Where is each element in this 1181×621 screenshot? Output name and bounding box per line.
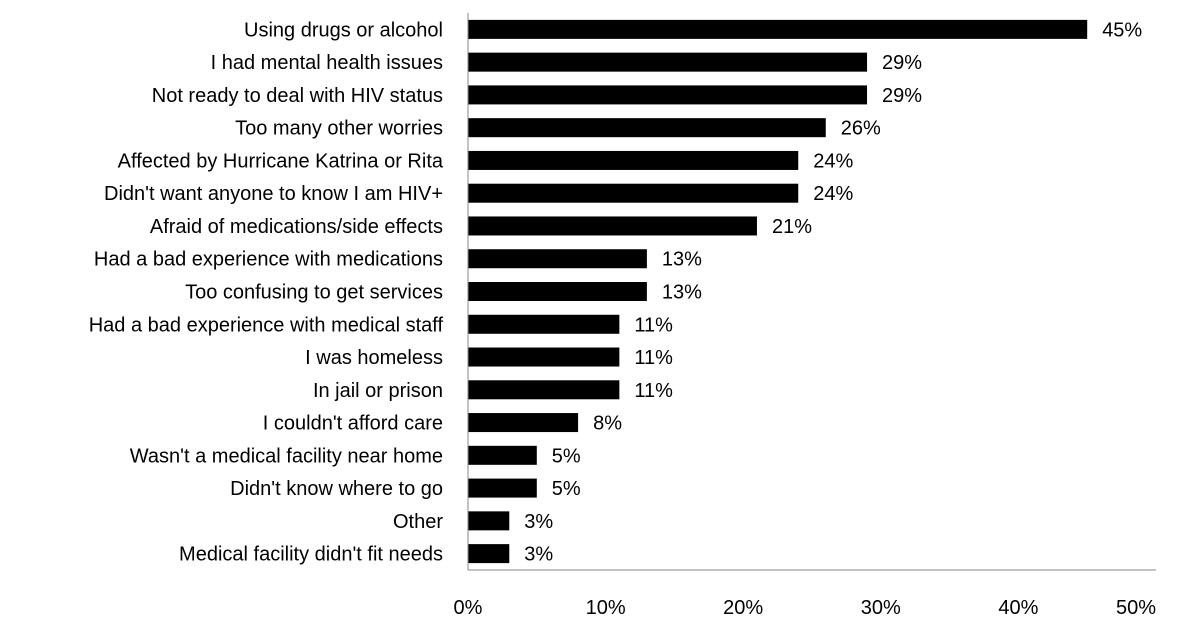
bar (468, 216, 757, 236)
data-label: 13% (662, 282, 702, 304)
data-label: 8% (593, 413, 622, 435)
category-label: Afraid of medications/side effects (150, 216, 443, 238)
x-tick-label: 40% (998, 597, 1038, 619)
category-label: I was homeless (305, 347, 443, 369)
data-label: 11% (634, 347, 673, 369)
x-tick-label: 0% (454, 597, 483, 619)
category-label: I had mental health issues (211, 52, 443, 74)
data-label: 26% (841, 118, 881, 140)
bar (468, 249, 647, 269)
bar (468, 380, 620, 400)
category-label: Had a bad experience with medications (94, 249, 443, 271)
bar (468, 150, 799, 170)
bar (468, 19, 1088, 39)
bar (468, 445, 537, 465)
data-label: 29% (882, 85, 922, 107)
data-label: 5% (552, 478, 581, 500)
category-label: Using drugs or alcohol (244, 19, 443, 41)
category-label: Didn't know where to go (230, 478, 443, 500)
category-label: Had a bad experience with medical staff (89, 314, 444, 336)
data-label: 13% (662, 249, 702, 271)
bar (468, 282, 647, 301)
bar (468, 478, 537, 498)
x-tick-label: 50% (1116, 597, 1156, 619)
category-label: Didn't want anyone to know I am HIV+ (104, 183, 443, 205)
bar (468, 413, 579, 433)
bar (468, 347, 620, 367)
data-label: 11% (634, 314, 673, 336)
bars-group (468, 19, 1088, 564)
category-label: In jail or prison (313, 380, 443, 402)
data-label: 24% (813, 183, 853, 205)
bar (468, 183, 799, 203)
bar (468, 118, 826, 138)
data-label: 5% (552, 445, 581, 467)
category-label: Too many other worries (235, 118, 443, 140)
category-label: Not ready to deal with HIV status (152, 85, 443, 107)
data-label: 29% (882, 52, 922, 74)
x-tick-label: 30% (861, 597, 901, 619)
category-label: Other (393, 511, 443, 533)
category-label: Affected by Hurricane Katrina or Rita (118, 150, 444, 172)
data-label: 45% (1102, 19, 1142, 41)
data-labels: 45%29%29%26%24%24%21%13%13%11%11%11%8%5%… (524, 19, 1142, 565)
category-labels: Using drugs or alcohol I had mental healt… (89, 19, 444, 565)
data-label: 24% (813, 150, 853, 172)
bar (468, 544, 510, 564)
x-tick-label: 10% (586, 597, 626, 619)
bar (468, 314, 620, 334)
data-label: 3% (524, 544, 553, 566)
data-label: 21% (772, 216, 812, 238)
category-label: I couldn't afford care (263, 413, 443, 435)
data-label: 3% (524, 511, 553, 533)
category-label: Too confusing to get services (185, 282, 443, 304)
bar (468, 511, 510, 531)
x-tick-label: 20% (723, 597, 763, 619)
bar (468, 85, 868, 105)
data-label: 11% (634, 380, 673, 402)
category-label: Wasn't a medical facility near home (130, 445, 443, 467)
category-label: Medical facility didn't fit needs (179, 544, 443, 566)
x-tick-labels: 0% 10% 20% 30% 40% 50% (454, 597, 1157, 619)
bar (468, 52, 868, 72)
